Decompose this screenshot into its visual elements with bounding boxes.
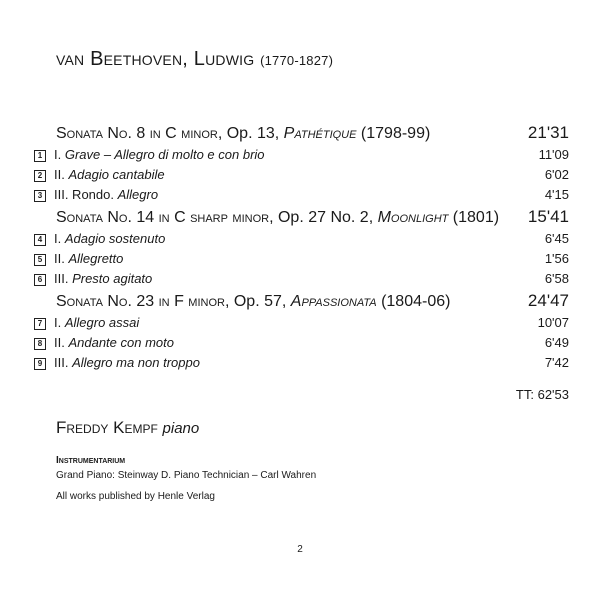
composer-heading: van Beethoven, Ludwig (1770-1827)	[56, 47, 600, 73]
track-tempo: Allegro ma non troppo	[72, 355, 200, 370]
booklet-content: van Beethoven, Ludwig (1770-1827) Sonata…	[0, 47, 600, 504]
sonata-duration: 15'41	[527, 207, 569, 226]
track-duration: 1'56	[544, 251, 569, 266]
track-number-box: 2	[34, 170, 46, 182]
track-number-box: 4	[34, 234, 46, 246]
track-tempo: Adagio cantabile	[68, 167, 165, 182]
sonata-heading-text: Sonata No. 14 in C sharp minor, Op. 27 N…	[56, 207, 514, 229]
track-row: 4 I. Adagio sostenuto 6'45	[34, 229, 569, 249]
publisher-note: All works published by Henle Verlag	[56, 491, 215, 502]
track-number-box: 5	[34, 254, 46, 266]
sonata-title: Sonata No. 8 in C minor	[56, 125, 218, 142]
track-text: 8 II. Andante con moto	[34, 333, 531, 353]
artist-instrument: piano	[162, 420, 200, 437]
track-movement: II.	[54, 251, 69, 266]
track-row: 5 II. Allegretto 1'56	[34, 249, 569, 269]
composer-dates: (1770-1827)	[260, 53, 334, 68]
track-text: 3 III. Rondo. Allegro	[34, 185, 531, 205]
sonata-heading: Sonata No. 23 in F minor, Op. 57, Appass…	[56, 290, 569, 313]
track-text: 9 III. Allegro ma non troppo	[34, 353, 531, 373]
track-row: 2 II. Adagio cantabile 6'02	[34, 165, 569, 185]
sonata-opus: , Op. 27 No. 2,	[269, 209, 378, 226]
sonata-dates: (1804-06)	[376, 293, 451, 310]
track-row: 9 III. Allegro ma non troppo 7'42	[34, 353, 569, 373]
sonata-dates: (1801)	[448, 209, 500, 226]
sonata-heading-text: Sonata No. 23 in F minor, Op. 57, Appass…	[56, 291, 514, 313]
total-time: TT: 62'53	[515, 387, 569, 402]
sonata-heading: Sonata No. 8 in C minor, Op. 13, Pathéti…	[56, 122, 569, 145]
sonata-title: Sonata No. 14 in C sharp minor	[56, 209, 270, 226]
track-tempo: Presto agitato	[72, 271, 153, 286]
track-row: 7 I. Allegro assai 10'07	[34, 313, 569, 333]
track-text: 6 III. Presto agitato	[34, 269, 531, 289]
track-number-box: 1	[34, 150, 46, 162]
track-row: 3 III. Rondo. Allegro 4'15	[34, 185, 569, 205]
track-text: 4 I. Adagio sostenuto	[34, 229, 531, 249]
sonata-duration: 24'47	[527, 291, 569, 310]
track-duration: 4'15	[544, 187, 569, 202]
sonata-nickname: Pathétique	[283, 125, 357, 142]
track-number-box: 8	[34, 338, 46, 350]
track-movement: II.	[54, 167, 69, 182]
track-movement: III. Rondo.	[54, 187, 118, 202]
artist-name: Freddy Kempf	[56, 418, 158, 437]
track-text: 7 I. Allegro assai	[34, 313, 524, 333]
track-duration: 6'49	[544, 335, 569, 350]
composer-name: van Beethoven, Ludwig	[56, 48, 255, 70]
sonata-block: Sonata No. 23 in F minor, Op. 57, Appass…	[0, 290, 600, 373]
track-number-box: 9	[34, 358, 46, 370]
sonata-dates: (1798-99)	[356, 125, 431, 142]
sonata-nickname: Appassionata	[290, 293, 377, 310]
track-text: 5 II. Allegretto	[34, 249, 531, 269]
track-tempo: Andante con moto	[68, 335, 174, 350]
track-number-box: 3	[34, 190, 46, 202]
sonata-block: Sonata No. 8 in C minor, Op. 13, Pathéti…	[0, 122, 600, 205]
track-number-box: 6	[34, 274, 46, 286]
track-duration: 6'45	[544, 231, 569, 246]
sonata-opus: , Op. 13,	[217, 125, 284, 142]
sonata-heading-text: Sonata No. 8 in C minor, Op. 13, Pathéti…	[56, 123, 514, 145]
page-number: 2	[297, 544, 303, 555]
sonata-duration: 21'31	[527, 123, 569, 142]
track-movement: III.	[54, 271, 73, 286]
track-row: 6 III. Presto agitato 6'58	[34, 269, 569, 289]
track-row: 1 I. Grave – Allegro di molto e con brio 1…	[34, 145, 569, 165]
sonata-heading: Sonata No. 14 in C sharp minor, Op. 27 N…	[56, 206, 569, 229]
track-duration: 6'02	[544, 167, 569, 182]
track-tempo: Adagio sostenuto	[64, 231, 166, 246]
artist-credit: Freddy Kempf piano	[56, 417, 600, 440]
track-duration: 6'58	[544, 271, 569, 286]
sonata-list: Sonata No. 8 in C minor, Op. 13, Pathéti…	[0, 122, 600, 373]
track-duration: 7'42	[544, 355, 569, 370]
instrumentarium-text: Grand Piano: Steinway D. Piano Technicia…	[56, 470, 317, 481]
sonata-opus: , Op. 57,	[224, 293, 291, 310]
track-duration: 10'07	[537, 315, 569, 330]
track-text: 1 I. Grave – Allegro di molto e con brio	[34, 145, 525, 165]
sonata-nickname: Moonlight	[377, 209, 449, 226]
sonata-title: Sonata No. 23 in F minor	[56, 293, 225, 310]
sonata-block: Sonata No. 14 in C sharp minor, Op. 27 N…	[0, 206, 600, 289]
track-movement: I.	[54, 147, 65, 162]
track-tempo: Allegro assai	[64, 315, 140, 330]
instrumentarium-heading: Instrumentarium	[56, 455, 126, 466]
track-tempo: Allegretto	[68, 251, 124, 266]
track-number-box: 7	[34, 318, 46, 330]
track-row: 8 II. Andante con moto 6'49	[34, 333, 569, 353]
track-movement: I.	[54, 315, 65, 330]
track-text: 2 II. Adagio cantabile	[34, 165, 531, 185]
track-tempo: Allegro	[117, 187, 159, 202]
track-tempo: Grave – Allegro di molto e con brio	[64, 147, 265, 162]
track-movement: III.	[54, 355, 73, 370]
track-duration: 11'09	[538, 147, 569, 162]
track-movement: II.	[54, 335, 69, 350]
track-movement: I.	[54, 231, 65, 246]
